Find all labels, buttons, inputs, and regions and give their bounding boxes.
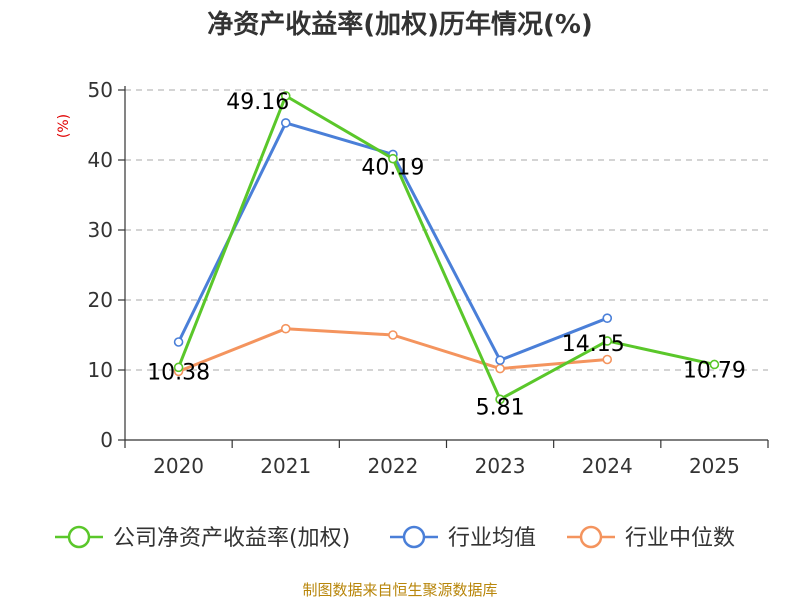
y-tick-label: 20 <box>88 288 113 312</box>
grid-lines <box>125 89 768 371</box>
x-tick-label: 2020 <box>153 454 204 478</box>
x-tick-label: 2021 <box>260 454 311 478</box>
series-point-1 <box>173 337 184 347</box>
series-point-0 <box>495 394 505 405</box>
chart-title: 净资产收益率(加权)历年情况(%) <box>207 9 593 40</box>
y-tick-label: 50 <box>88 78 113 102</box>
data-label: 5.81 <box>476 395 525 420</box>
series-point-1 <box>495 355 505 366</box>
series-line-0 <box>177 94 715 401</box>
y-tick-label: 0 <box>100 428 113 452</box>
source-note: 制图数据来自恒生聚源数据库 <box>302 581 497 599</box>
legend: 公司净资产收益率(加权) 行业均值 行业中位数 <box>55 525 735 551</box>
legend-marker-2 <box>579 525 603 549</box>
data-label: 40.19 <box>361 156 424 181</box>
series-point-2 <box>388 330 398 340</box>
data-label: 49.16 <box>226 90 289 115</box>
x-tick-label: 2025 <box>689 454 740 478</box>
data-labels: 10.38 49.16 40.19 5.81 14.15 10.79 <box>147 90 746 420</box>
data-label: 10.79 <box>683 358 746 383</box>
series-point-2 <box>602 354 613 365</box>
y-tick-label: 10 <box>88 358 113 382</box>
series-point-0 <box>709 359 720 370</box>
y-axis-label: (%) <box>56 114 72 138</box>
series-point-2 <box>495 363 505 374</box>
y-tick-label: 40 <box>88 148 113 172</box>
legend-marker-0 <box>67 525 91 549</box>
legend-label-1: 行业均值 <box>448 526 536 551</box>
series-point-0 <box>173 362 184 373</box>
x-tick-label: 2024 <box>582 454 633 478</box>
legend-marker-1 <box>402 525 426 549</box>
x-tick-label: 2022 <box>367 454 418 478</box>
y-tick-label: 30 <box>88 218 113 242</box>
data-label: 14.15 <box>562 332 625 357</box>
series-point-1 <box>602 313 613 324</box>
series-point-1 <box>280 118 291 128</box>
series-point-0 <box>388 153 398 164</box>
legend-label-0: 公司净资产收益率(加权) <box>113 526 350 551</box>
x-tick-label: 2023 <box>475 454 526 478</box>
axes: 0 10 20 30 40 50 2020 2021 2022 2023 2024 2025 <box>88 78 769 478</box>
series-point-0 <box>602 336 613 346</box>
series-layer <box>173 91 720 405</box>
legend-label-2: 行业中位数 <box>625 526 735 551</box>
data-label: 10.38 <box>147 360 210 385</box>
series-point-0 <box>280 91 291 101</box>
series-point-2 <box>280 323 291 334</box>
